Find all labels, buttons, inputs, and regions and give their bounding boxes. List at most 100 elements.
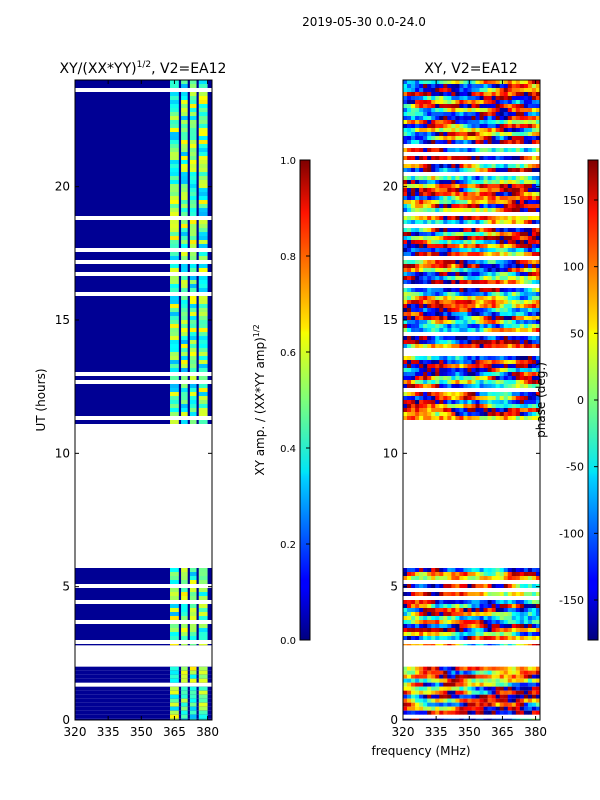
heatmap-cell xyxy=(527,112,533,116)
heatmap-cell xyxy=(519,228,525,232)
heatmap-cell xyxy=(511,400,517,404)
heatmap-cell xyxy=(507,292,513,296)
heatmap-cell xyxy=(423,404,428,408)
heatmap-cell xyxy=(515,404,521,408)
heatmap-cell xyxy=(75,140,212,144)
heatmap-cell xyxy=(463,644,468,646)
heatmap-cell xyxy=(431,592,436,596)
heatmap-cell xyxy=(170,152,179,156)
heatmap-cell xyxy=(511,216,517,220)
heatmap-cell xyxy=(431,628,436,632)
heatmap-cell xyxy=(198,184,208,188)
time-row xyxy=(75,208,212,212)
heatmap-cell xyxy=(531,248,537,252)
heatmap-cell xyxy=(487,376,492,380)
heatmap-cell xyxy=(419,674,424,679)
heatmap-cell xyxy=(427,248,432,252)
heatmap-cell xyxy=(491,340,496,344)
heatmap-cell xyxy=(407,576,412,580)
heatmap-cell xyxy=(515,344,521,348)
heatmap-cell xyxy=(459,296,464,300)
heatmap-cell xyxy=(531,678,537,683)
time-row xyxy=(403,698,541,703)
heatmap-cell xyxy=(427,80,432,84)
heatmap-cell xyxy=(451,316,456,320)
heatmap-cell xyxy=(511,116,517,120)
heatmap-cell xyxy=(75,212,212,216)
heatmap-cell xyxy=(463,220,468,224)
phase-title: XY, V2=EA12 xyxy=(424,61,518,77)
heatmap-cell xyxy=(523,240,529,244)
heatmap-cell xyxy=(459,120,464,124)
heatmap-cell xyxy=(189,224,197,228)
time-row xyxy=(403,592,541,596)
heatmap-cell xyxy=(189,128,197,132)
heatmap-cell xyxy=(423,112,428,116)
heatmap-cell xyxy=(519,702,525,707)
heatmap-cell xyxy=(403,644,408,646)
heatmap-cell xyxy=(439,620,444,624)
heatmap-cell xyxy=(419,412,424,416)
heatmap-cell xyxy=(427,84,432,88)
heatmap-cell xyxy=(523,260,529,264)
heatmap-cell xyxy=(423,706,428,711)
heatmap-cell xyxy=(491,576,496,580)
heatmap-cell xyxy=(459,384,464,388)
heatmap-cell xyxy=(507,192,513,196)
heatmap-cell xyxy=(495,100,501,104)
heatmap-cell xyxy=(519,96,525,100)
time-row xyxy=(403,584,541,588)
heatmap-cell xyxy=(499,168,505,172)
heatmap-cell xyxy=(198,714,208,719)
heatmap-cell xyxy=(189,356,197,360)
heatmap-cell xyxy=(479,340,484,344)
heatmap-cell xyxy=(451,120,456,124)
heatmap-cell xyxy=(519,300,525,304)
heatmap-cell xyxy=(403,140,408,144)
heatmap-cell xyxy=(451,612,456,616)
heatmap-cell xyxy=(427,636,432,640)
heatmap-cell xyxy=(170,256,179,260)
heatmap-cell xyxy=(495,698,501,703)
heatmap-cell xyxy=(459,140,464,144)
heatmap-cell xyxy=(515,208,521,212)
heatmap-cell xyxy=(455,324,460,328)
heatmap-cell xyxy=(511,104,517,108)
heatmap-cell xyxy=(479,216,484,220)
heatmap-cell xyxy=(479,164,484,168)
heatmap-cell xyxy=(75,256,212,260)
heatmap-cell xyxy=(487,112,492,116)
heatmap-cell xyxy=(503,384,509,388)
heatmap-cell xyxy=(491,670,496,675)
heatmap-cell xyxy=(479,200,484,204)
heatmap-cell xyxy=(198,180,208,184)
heatmap-cell xyxy=(411,624,416,628)
heatmap-cell xyxy=(443,392,448,396)
heatmap-cell xyxy=(427,164,432,168)
heatmap-cell xyxy=(431,132,436,136)
heatmap-cell xyxy=(535,710,541,715)
heatmap-cell xyxy=(495,136,501,140)
heatmap-cell xyxy=(455,280,460,284)
heatmap-cell xyxy=(181,702,188,707)
heatmap-cell xyxy=(459,132,464,136)
time-row xyxy=(403,92,541,96)
heatmap-cell xyxy=(503,208,509,212)
heatmap-cell xyxy=(463,260,468,264)
heatmap-cell xyxy=(439,324,444,328)
heatmap-cell xyxy=(495,400,501,404)
heatmap-cell xyxy=(403,244,408,248)
heatmap-cell xyxy=(495,336,501,340)
colorbar-tick-label: -50 xyxy=(566,461,584,474)
heatmap-cell xyxy=(523,208,529,212)
heatmap-cell xyxy=(407,400,412,404)
heatmap-cell xyxy=(439,108,444,112)
heatmap-cell xyxy=(170,252,179,256)
heatmap-cell xyxy=(483,312,488,316)
heatmap-cell xyxy=(531,164,537,168)
heatmap-cell xyxy=(415,584,420,588)
heatmap-cell xyxy=(439,248,444,252)
heatmap-cell xyxy=(483,188,488,192)
heatmap-cell xyxy=(475,272,480,276)
heatmap-cell xyxy=(189,678,197,683)
